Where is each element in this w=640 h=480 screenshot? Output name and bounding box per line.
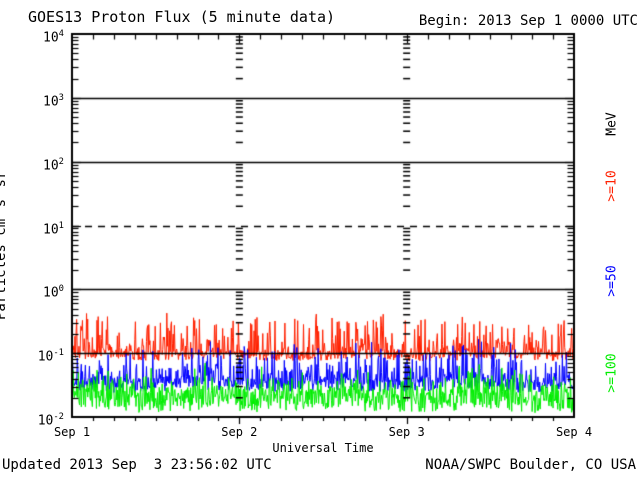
y-axis-tick-label: 100: [43, 284, 64, 301]
x-axis-tick-label: Sep 3: [388, 425, 425, 439]
x-axis-title: Universal Time: [272, 441, 374, 455]
x-axis-tick-label: Sep 4: [555, 425, 593, 439]
y-axis-title-text: sr: [0, 170, 9, 188]
updated-timestamp: Updated 2013 Sep 3 23:56:02 UTC: [2, 457, 272, 473]
begin-time-label: Begin: 2013 Sep 1 0000 UTC: [418, 13, 638, 29]
y-axis-tick-label: 104: [43, 29, 64, 46]
y-axis-tick-label: 10-1: [37, 348, 64, 365]
series-label-ge-10mev: >=10: [604, 170, 620, 202]
page-title: GOES13 Proton Flux (5 minute data): [28, 8, 336, 26]
series-label-ge-50mev: >=50: [604, 265, 620, 297]
y-axis-tick-label: 102: [43, 156, 64, 173]
mev-unit-label: MeV: [604, 112, 620, 136]
y-axis-tick-label: 101: [43, 220, 64, 237]
y-axis-title-text: s: [0, 199, 9, 207]
y-axis-tick-label: 103: [43, 92, 64, 110]
y-axis-tick-label: 10-2: [37, 412, 64, 429]
x-axis-tick-label: Sep 1: [53, 425, 91, 439]
y-axis-title-superscript: -1: [0, 187, 3, 199]
series-label-ge-100mev: >=100: [604, 353, 620, 393]
credit-label: NOAA/SWPC Boulder, CO USA: [425, 457, 636, 473]
x-axis-tick-label: Sep 2: [221, 425, 258, 439]
